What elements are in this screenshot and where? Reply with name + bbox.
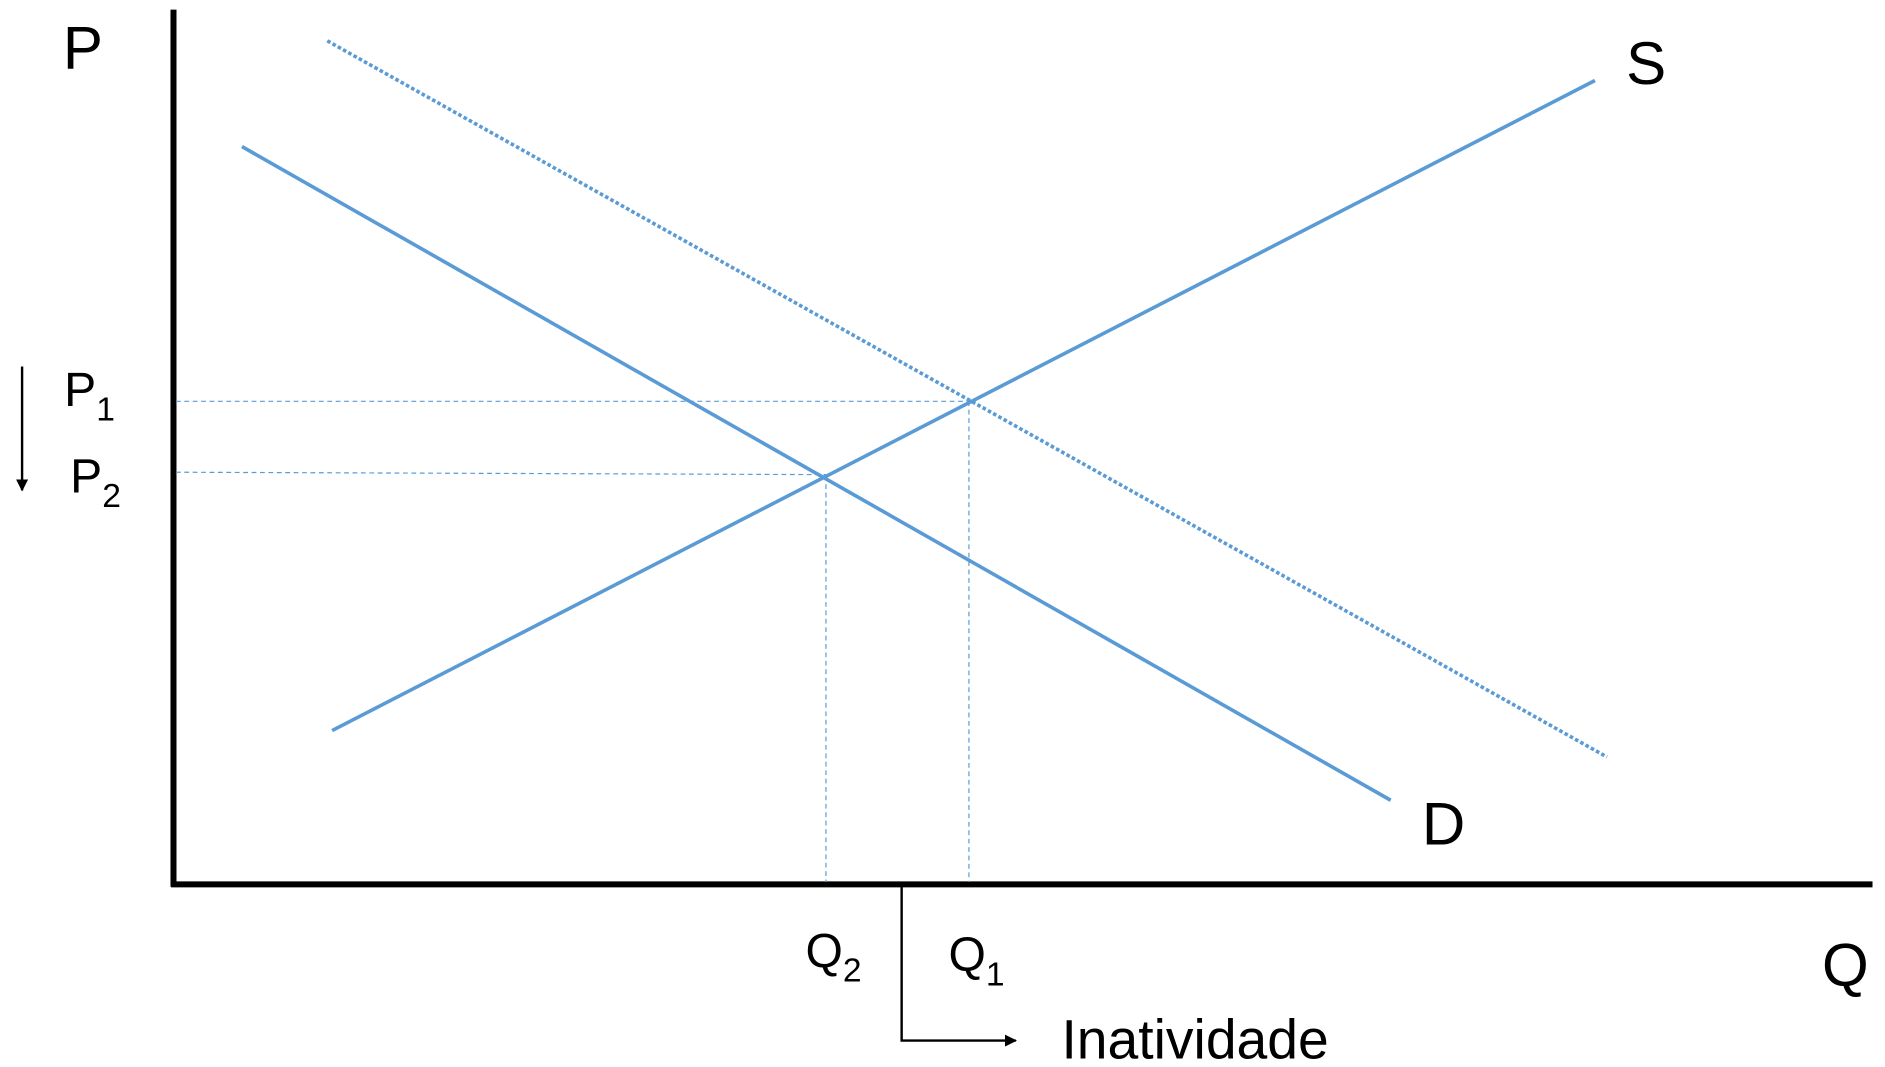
supply-curve bbox=[331, 78, 1596, 733]
inactivity-arrow bbox=[900, 886, 1017, 1047]
q2-label: Q2 bbox=[806, 924, 862, 989]
demand-curve bbox=[241, 145, 1392, 802]
p2-guide bbox=[175, 471, 826, 476]
q2-base: Q bbox=[806, 924, 843, 978]
y-axis-label: P bbox=[63, 14, 103, 81]
p1-base: P bbox=[64, 363, 96, 417]
q1-base: Q bbox=[949, 928, 986, 982]
x-axis-label: Q bbox=[1822, 931, 1869, 998]
demand-label: D bbox=[1422, 791, 1465, 858]
original-demand-curve bbox=[326, 39, 1608, 759]
p2-sub: 2 bbox=[102, 478, 121, 515]
q2-sub: 2 bbox=[843, 953, 862, 990]
p1-sub: 1 bbox=[96, 392, 115, 429]
inactivity-label: Inatividade bbox=[1061, 1009, 1328, 1067]
p1-label: P1 bbox=[64, 363, 115, 428]
p2-label: P2 bbox=[70, 450, 121, 515]
q1-sub: 1 bbox=[986, 956, 1005, 993]
p2-base: P bbox=[70, 450, 102, 504]
q1-label: Q1 bbox=[949, 928, 1005, 993]
supply-label: S bbox=[1626, 30, 1666, 97]
